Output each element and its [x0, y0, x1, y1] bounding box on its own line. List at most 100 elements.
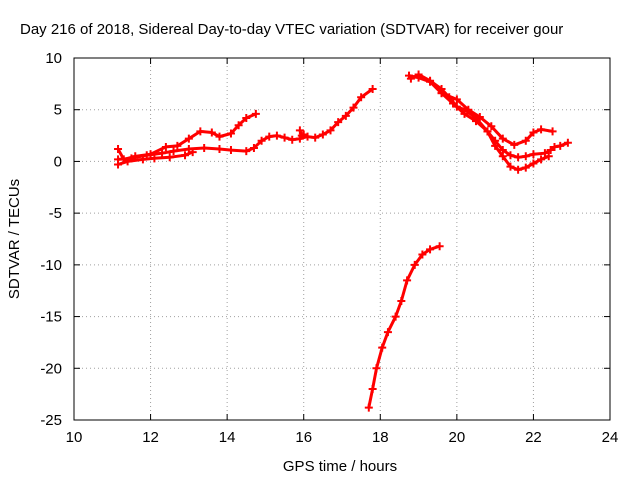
- data-point: [165, 153, 174, 162]
- x-axis-label: GPS time / hours: [283, 458, 397, 475]
- data-point: [452, 95, 461, 104]
- plot-frame: [73, 57, 611, 421]
- data-point: [475, 112, 484, 121]
- series-arc-6: [405, 71, 572, 162]
- data-point: [556, 141, 565, 150]
- data-point: [280, 133, 289, 142]
- data-point: [563, 138, 572, 147]
- series-arc-5: [364, 242, 444, 412]
- data-point: [397, 297, 406, 306]
- data-point: [537, 155, 546, 164]
- data-point: [215, 132, 224, 141]
- data-point: [364, 403, 373, 412]
- data-point: [226, 129, 235, 138]
- data-point: [514, 153, 523, 162]
- data-point: [184, 134, 193, 143]
- x-tick-label: 24: [602, 429, 619, 446]
- data-point: [114, 160, 123, 169]
- data-point: [311, 133, 320, 142]
- data-point: [295, 126, 304, 135]
- data-point: [138, 155, 147, 164]
- data-point: [288, 135, 297, 144]
- series-arc-3: [114, 148, 197, 169]
- data-point: [161, 142, 170, 151]
- data-point: [249, 143, 258, 152]
- data-point: [548, 127, 557, 136]
- data-point: [529, 128, 538, 137]
- data-point: [368, 384, 377, 393]
- chart-title: Day 216 of 2018, Sidereal Day-to-day VTE…: [20, 21, 563, 38]
- data-point: [257, 136, 266, 145]
- data-point: [368, 85, 377, 94]
- data-point: [251, 109, 260, 118]
- data-point: [426, 245, 435, 254]
- y-axis-label: SDTVAR / TECUs: [6, 179, 23, 299]
- data-point: [272, 131, 281, 140]
- x-tick-label: 16: [295, 429, 312, 446]
- series-arc-4: [295, 126, 308, 140]
- y-tick-label: 10: [45, 50, 62, 67]
- series-line: [408, 74, 569, 159]
- data-point: [207, 128, 216, 137]
- series-arc-8: [437, 89, 557, 149]
- series-arc-2: [114, 109, 260, 164]
- data-point: [188, 148, 197, 157]
- x-tick-label: 12: [142, 429, 159, 446]
- data-point: [318, 130, 327, 139]
- data-point: [146, 150, 155, 159]
- data-point: [514, 165, 523, 174]
- data-point: [410, 260, 419, 269]
- data-point: [378, 343, 387, 352]
- data-point: [341, 111, 350, 120]
- data-point: [242, 113, 251, 122]
- data-point: [435, 242, 444, 251]
- data-point: [521, 163, 530, 172]
- grid: [74, 58, 610, 420]
- data-point: [406, 74, 415, 83]
- x-tick-label: 10: [66, 429, 83, 446]
- data-point: [437, 89, 446, 98]
- series-layer: [114, 70, 572, 412]
- tick-labels: 10 12 14 16 18 20 22 24 -25 -20 -15 -10 -5 0 5 10: [40, 50, 618, 446]
- data-point: [200, 143, 209, 152]
- data-point: [510, 140, 519, 149]
- data-point: [234, 121, 243, 130]
- series-line: [116, 112, 257, 162]
- data-point: [521, 136, 530, 145]
- y-tick-label: -25: [40, 412, 62, 429]
- data-point: [544, 152, 553, 161]
- data-point: [265, 132, 274, 141]
- data-point: [403, 276, 412, 285]
- series-line: [440, 91, 553, 147]
- data-point: [521, 152, 530, 161]
- data-point: [326, 126, 335, 135]
- data-point: [334, 118, 343, 127]
- data-point: [464, 105, 473, 114]
- data-point: [414, 70, 423, 79]
- data-point: [452, 102, 461, 111]
- y-tick-label: -10: [40, 257, 62, 274]
- x-tick-label: 14: [219, 429, 236, 446]
- data-point: [483, 127, 492, 136]
- series-line: [367, 244, 441, 408]
- data-point: [215, 145, 224, 154]
- y-tick-label: 5: [54, 102, 62, 119]
- data-point: [349, 103, 358, 112]
- data-point: [391, 312, 400, 321]
- data-point: [506, 151, 515, 160]
- data-point: [242, 147, 251, 156]
- y-tick-label: -20: [40, 360, 62, 377]
- y-tick-label: -15: [40, 309, 62, 326]
- x-tick-label: 22: [525, 429, 542, 446]
- data-point: [114, 145, 123, 154]
- x-tick-label: 20: [449, 429, 466, 446]
- data-point: [506, 162, 515, 171]
- data-point: [491, 141, 500, 150]
- data-point: [226, 146, 235, 155]
- data-point: [498, 152, 507, 161]
- data-point: [550, 142, 559, 151]
- data-point: [181, 151, 190, 160]
- y-tick-label: 0: [54, 153, 62, 170]
- data-point: [426, 76, 435, 85]
